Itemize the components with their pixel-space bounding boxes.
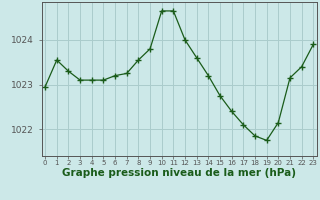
X-axis label: Graphe pression niveau de la mer (hPa): Graphe pression niveau de la mer (hPa) xyxy=(62,168,296,178)
